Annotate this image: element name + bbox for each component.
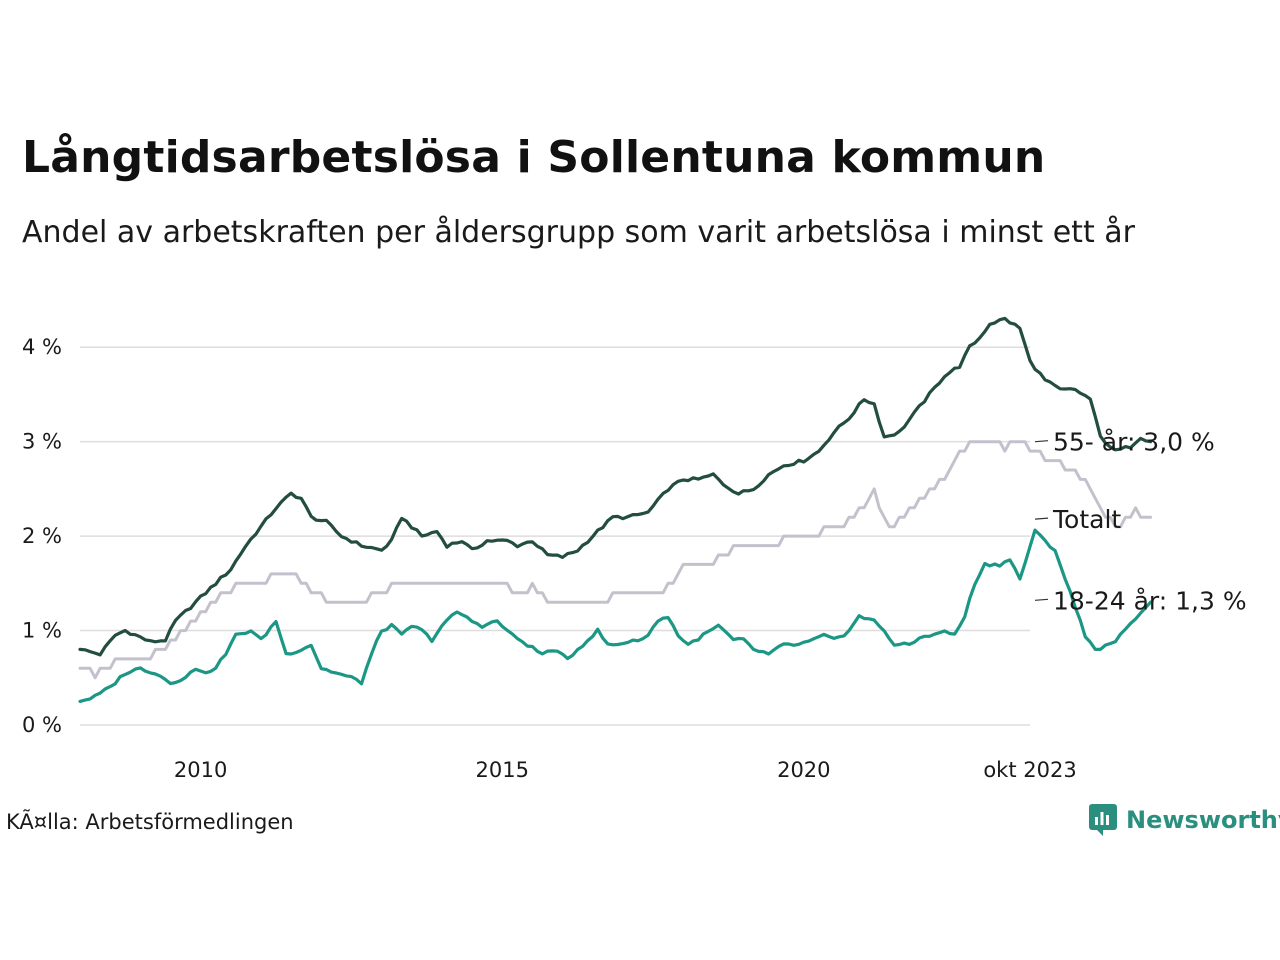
chart-subtitle: Andel av arbetskraften per åldersgrupp s… <box>22 215 1135 250</box>
y-tick-label: 4 % <box>22 335 62 359</box>
series-line-totalt <box>78 440 1153 680</box>
label-leader <box>1034 440 1049 443</box>
newsworthy-icon <box>1089 804 1117 836</box>
series-line-55 <box>78 316 1153 657</box>
label-leader <box>1034 517 1049 520</box>
y-tick-label: 2 % <box>22 524 62 548</box>
series-end-label: 55- år: 3,0 % <box>1053 428 1215 457</box>
brand-logo[interactable]: Newsworthy <box>1088 803 1280 837</box>
x-tick-label: okt 2023 <box>983 758 1076 782</box>
y-tick-label: 1 % <box>22 619 62 643</box>
x-tick-label: 2010 <box>174 758 227 782</box>
y-tick-label: 0 % <box>22 713 62 737</box>
source-note: KÃ¤lla: Arbetsförmedlingen <box>6 810 294 834</box>
series-line-18-24 <box>78 528 1153 704</box>
series-end-label: Totalt <box>1052 505 1121 534</box>
x-tick-label: 2015 <box>475 758 528 782</box>
chart-title: Långtidsarbetslösa i Sollentuna kommun <box>22 132 1046 183</box>
x-tick-label: 2020 <box>777 758 830 782</box>
series-end-label: 18-24 år: 1,3 % <box>1053 586 1247 615</box>
label-leader <box>1034 598 1049 601</box>
y-tick-label: 3 % <box>22 430 62 454</box>
brand-name: Newsworthy <box>1126 806 1280 834</box>
